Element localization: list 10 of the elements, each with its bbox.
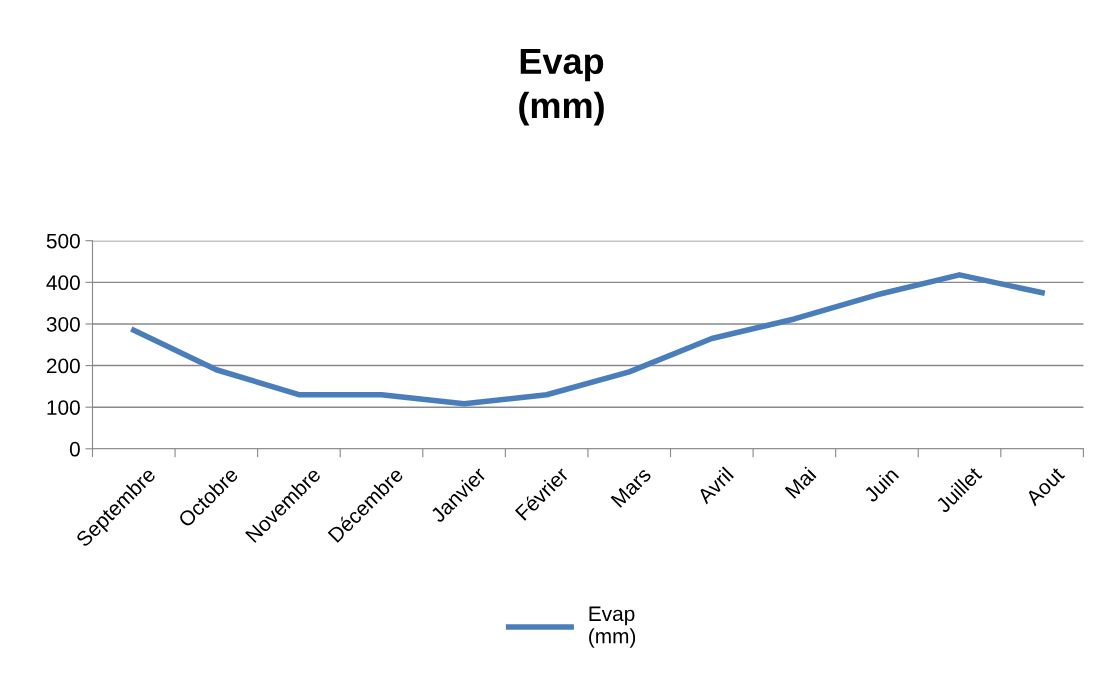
legend-label: Evap (mm): [589, 606, 636, 648]
y-tick-label: 500: [46, 233, 80, 249]
chart-title: Evap (mm): [519, 48, 604, 126]
x-tick-label: Mai: [784, 466, 817, 499]
y-tick-label: 200: [46, 358, 80, 374]
x-tick-label: Juin: [862, 466, 900, 504]
y-tick-label: 400: [46, 275, 80, 291]
y-tick-label: 300: [46, 316, 80, 332]
y-tick-label: 100: [47, 400, 80, 415]
y-tick-label: 0: [69, 441, 80, 457]
